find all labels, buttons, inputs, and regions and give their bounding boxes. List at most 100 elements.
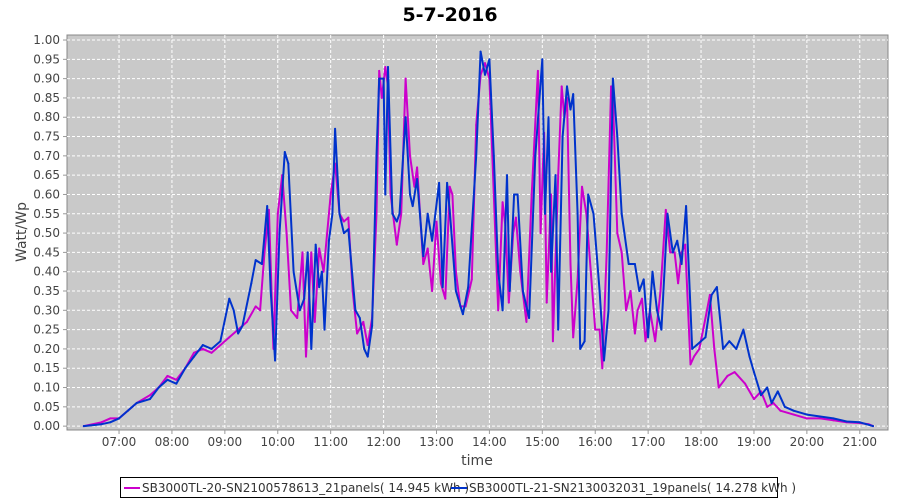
data-point (572, 93, 575, 96)
data-point (347, 216, 350, 219)
data-point (245, 320, 248, 323)
data-point (689, 363, 692, 366)
data-point (704, 336, 707, 339)
data-point (616, 135, 619, 138)
chart-title: 5-7-2016 (402, 4, 497, 26)
data-point (416, 178, 419, 181)
plot-area (66, 34, 889, 431)
data-point (783, 405, 786, 408)
data-point (625, 309, 628, 312)
data-point (320, 270, 323, 273)
data-point (228, 297, 231, 300)
data-point (638, 289, 641, 292)
data-point (483, 62, 486, 65)
data-point (444, 297, 447, 300)
data-point (592, 212, 595, 215)
data-point (832, 419, 835, 422)
data-point (400, 212, 403, 215)
data-point (267, 208, 270, 211)
data-point (306, 251, 309, 254)
data-point (356, 332, 359, 335)
data-point (530, 193, 533, 196)
data-point (576, 212, 579, 215)
data-point (557, 328, 560, 331)
data-point (384, 193, 387, 196)
data-point (254, 259, 257, 262)
data-point (858, 421, 861, 424)
data-point (259, 309, 262, 312)
data-point (118, 417, 121, 420)
data-point (607, 309, 610, 312)
data-point (219, 340, 222, 343)
data-point (347, 228, 350, 231)
data-point (805, 413, 808, 416)
data-point (338, 212, 341, 215)
x-tick-label: 18:00 (684, 435, 719, 449)
data-point (766, 405, 769, 408)
data-point (492, 154, 495, 157)
data-point (695, 344, 698, 347)
x-tick-label: 21:00 (842, 435, 877, 449)
data-point (664, 208, 667, 211)
data-point (677, 282, 680, 285)
data-point (292, 270, 295, 273)
data-point (569, 262, 572, 265)
data-point (303, 297, 306, 300)
data-point (323, 328, 326, 331)
data-point (329, 193, 332, 196)
data-point (166, 378, 169, 381)
data-point (201, 347, 204, 350)
data-point (633, 262, 636, 265)
data-point (508, 289, 511, 292)
data-point (362, 320, 365, 323)
y-tick-label: 0.25 (33, 323, 60, 337)
y-tick-label: 1.00 (33, 33, 60, 47)
data-point (342, 232, 345, 235)
data-point (541, 58, 544, 61)
data-point (318, 247, 321, 250)
data-point (386, 66, 389, 69)
data-point (318, 286, 321, 289)
data-point (422, 262, 425, 265)
data-point (766, 386, 769, 389)
data-point (296, 317, 299, 320)
x-tick-label: 11:00 (313, 435, 348, 449)
x-axis-ticks: 07:00 08:00 09:00 10:00 11:00 12:00 13:00 14:00… (102, 430, 877, 449)
data-point (539, 232, 542, 235)
data-point (704, 317, 707, 320)
data-point (644, 340, 647, 343)
data-point (435, 220, 438, 223)
data-point (382, 77, 385, 80)
data-point (654, 340, 657, 343)
data-point (580, 185, 583, 188)
data-point (470, 278, 473, 281)
x-tick-label: 10:00 (260, 435, 295, 449)
y-tick-label: 0.95 (33, 52, 60, 66)
data-point (266, 205, 269, 208)
data-point (629, 289, 632, 292)
data-point (409, 193, 412, 196)
data-point (569, 108, 572, 111)
data-point (448, 185, 451, 188)
data-point (616, 232, 619, 235)
data-point (525, 320, 528, 323)
legend: SB3000TL-20-SN2100578613_21panels( 14.94… (120, 477, 796, 498)
data-point (673, 251, 676, 254)
data-point (304, 355, 307, 358)
x-tick-label: 08:00 (155, 435, 190, 449)
data-point (135, 401, 138, 404)
data-point (488, 58, 491, 61)
data-point (752, 398, 755, 401)
y-tick-label: 0.65 (33, 168, 60, 182)
data-point (148, 394, 151, 397)
data-point (285, 232, 288, 235)
data-point (404, 77, 407, 80)
data-point (545, 301, 548, 304)
data-point (770, 401, 773, 404)
data-point (752, 371, 755, 374)
data-point (655, 309, 658, 312)
data-point (691, 347, 694, 350)
data-point (100, 423, 103, 426)
legend-label-2: SB3000TL-21-SN2130032031_19panels( 14.27… (469, 481, 796, 495)
data-point (805, 417, 808, 420)
